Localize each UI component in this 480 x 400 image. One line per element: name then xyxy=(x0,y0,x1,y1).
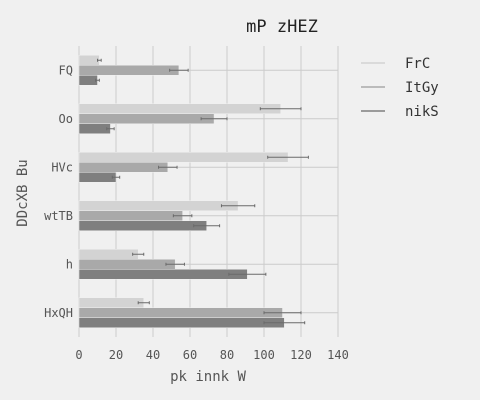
x-tick-label: 60 xyxy=(183,348,197,362)
bar xyxy=(78,113,215,124)
bar xyxy=(78,152,289,163)
bar xyxy=(78,65,180,76)
bar xyxy=(78,220,207,231)
bar xyxy=(78,75,98,86)
bar xyxy=(78,55,100,66)
legend-label: nikS xyxy=(405,104,439,120)
y-axis-label: DDcXB Bu xyxy=(15,159,31,226)
y-tick-label: Oo xyxy=(59,112,73,126)
bar xyxy=(78,172,117,183)
y-tick-label: wtTB xyxy=(44,209,73,223)
bar xyxy=(78,297,144,308)
x-axis-label: pk innk W xyxy=(170,369,246,385)
x-tick-label: 100 xyxy=(253,348,275,362)
x-tick-label: 0 xyxy=(75,348,82,362)
y-tick-label: FQ xyxy=(59,63,73,77)
x-tick-label: 120 xyxy=(290,348,312,362)
y-tick-label: HxQH xyxy=(44,306,73,320)
bar xyxy=(78,210,183,221)
x-tick-label: 140 xyxy=(327,348,349,362)
y-tick-label: HVc xyxy=(51,160,73,174)
bar xyxy=(78,307,283,318)
bar xyxy=(78,103,281,114)
bar xyxy=(78,123,111,134)
x-tick-label: 40 xyxy=(146,348,160,362)
legend: FrC ItGy nikS xyxy=(361,56,439,120)
bar xyxy=(78,259,176,270)
legend-label: FrC xyxy=(405,56,430,72)
legend-label: ItGy xyxy=(405,80,439,96)
bar xyxy=(78,200,239,211)
ticks-layer: 0 20 40 60 80 100 120 140 FQ Oo HVc wtTB h HxQH xyxy=(44,63,349,362)
x-tick-label: 80 xyxy=(220,348,234,362)
x-tick-label: 20 xyxy=(109,348,123,362)
bar xyxy=(78,162,169,173)
bars-layer xyxy=(78,55,309,328)
bar xyxy=(78,269,248,280)
bar xyxy=(78,249,139,260)
bar xyxy=(78,317,285,328)
grid-layer xyxy=(78,46,339,337)
y-tick-label: h xyxy=(66,257,73,271)
chart-title: mP zHEZ xyxy=(246,17,318,37)
